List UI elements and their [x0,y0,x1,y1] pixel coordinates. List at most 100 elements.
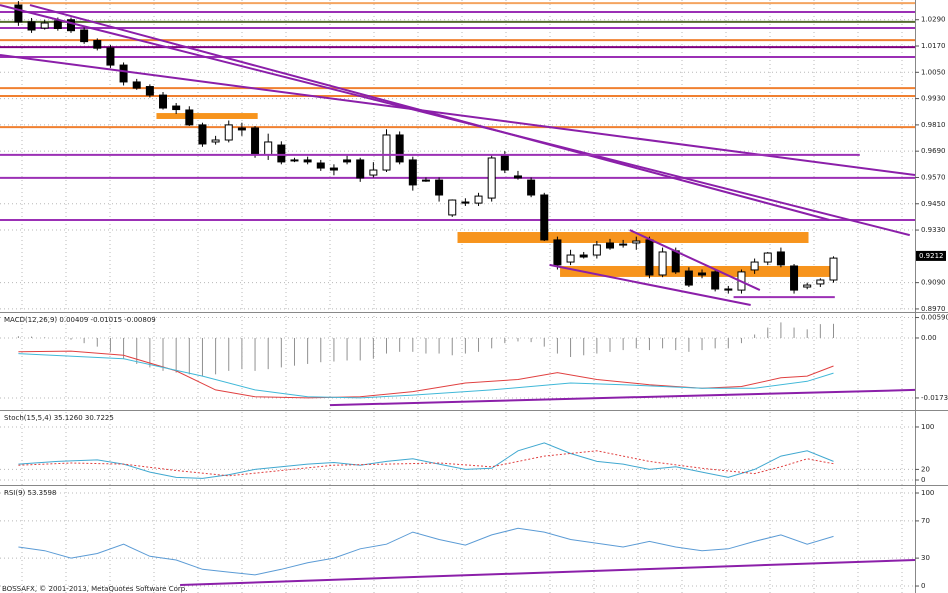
candle-body [803,284,812,288]
candle-body [224,124,233,141]
indicator-line [18,350,834,399]
candle-body [763,252,772,263]
candle-body [513,175,522,179]
y-tick-label: 30 [921,554,930,562]
panel [0,317,915,407]
candle-body [461,201,470,204]
candle-body [658,251,667,276]
panel [0,492,915,587]
candle-body [553,239,562,266]
candle-body [27,21,36,31]
candle-body [132,81,141,89]
candle-body [395,134,404,163]
y-tick-label: 1.0170 [921,42,946,50]
candle-body [369,169,378,176]
candle-body [671,250,680,273]
candle-body [211,139,220,143]
candle-body [198,124,207,145]
y-tick-label: 0.9330 [921,226,946,234]
candle-body [93,40,102,49]
candle-body [816,279,825,285]
candle-body [487,157,496,199]
candle-body [711,271,720,290]
y-tick-label: 0.9570 [921,173,946,181]
zone [457,232,809,243]
panel [0,1,915,310]
trend-line [29,4,830,221]
candle-body [264,141,273,156]
y-tick-label: -0.01732 [921,394,948,402]
panel-title: MACD(12,26,9) 0.00409 -0.01015 -0.00809 [4,316,156,324]
trend-line [549,263,751,306]
candle-body [316,162,325,169]
y-tick-label: 1.0290 [921,16,946,24]
candle-body [303,159,312,163]
y-tick-label: 0 [921,476,925,484]
zone [560,265,835,277]
y-tick-label: 0.9450 [921,200,946,208]
panel-title: Stoch(15,5,4) 35.1260 30.7225 [4,414,114,422]
y-tick-label: 20 [921,465,930,473]
candle-body [408,159,417,186]
candle-body [606,242,614,249]
candle-body [343,159,352,163]
candle-body [448,199,457,216]
y-tick-label: 70 [921,517,930,525]
trend-line [629,229,761,291]
y-tick-label: 100 [921,489,934,497]
indicator-line [18,527,834,576]
y-tick-label: 0 [921,582,925,590]
candle-body [776,251,785,266]
candle-body [290,159,299,162]
candle-body [684,270,693,286]
candle-body [540,194,549,241]
indicator-line [18,442,834,479]
trend-line [329,388,915,407]
panel [0,426,915,481]
y-tick-label: 0.9810 [921,121,946,129]
indicator-line [18,450,834,477]
y-tick-label: 1.0050 [921,68,946,76]
indicator-line [18,353,834,399]
candle-body [698,272,707,276]
candle-body [527,179,536,196]
candle-body [172,105,181,111]
candle-body [53,20,62,29]
candle-body [329,167,338,171]
current-price-box [916,250,946,261]
candle-body [237,127,246,131]
candle-body [185,109,194,126]
y-tick-label: 100 [921,423,934,431]
y-tick-label: 0.00590 [921,314,948,322]
panel-title: RSI(9) 53.3598 [4,489,56,497]
candle-body [277,144,286,163]
candle-body [579,254,588,258]
candle-body [645,239,654,276]
candle-body [159,94,168,109]
candle-body [829,257,838,281]
y-tick-label: 0.00 [921,334,937,342]
candle-body [80,29,89,43]
current-price-label: 0.9212 [919,252,944,260]
candle-body [592,244,601,256]
y-tick-label: 0.9930 [921,95,946,103]
candle-body [435,179,444,196]
candle-body [474,195,483,204]
candle-body [750,261,759,271]
candle-body [421,179,430,182]
footer: BOSSAFX, © 2001-2013, MetaQuotes Softwar… [2,585,187,593]
candle-body [619,243,628,246]
candle-body [14,4,23,23]
zone [156,113,258,119]
y-tick-label: 0.9090 [921,279,946,287]
y-tick-label: 0.8970 [921,305,946,313]
candle-body [66,19,75,32]
candle-body [106,47,115,66]
candle-body [40,22,49,29]
candle-body [790,265,799,291]
trend-line [180,558,915,586]
candle-body [145,86,154,96]
candle-body [632,240,641,244]
